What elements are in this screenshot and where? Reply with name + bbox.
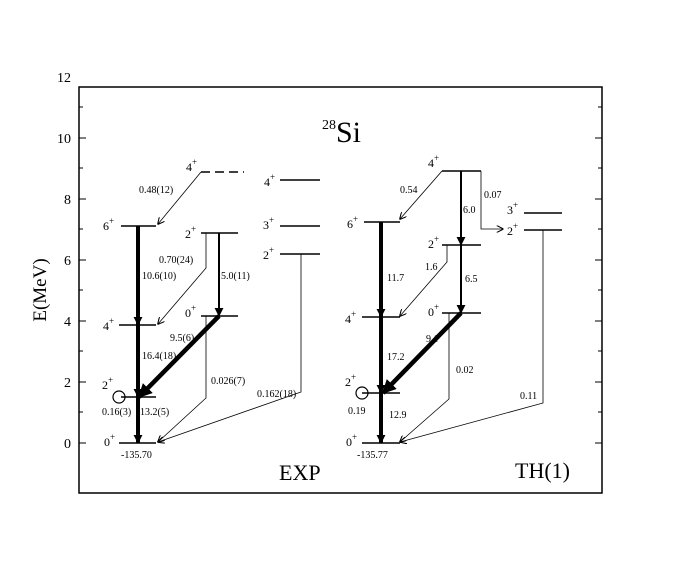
exp-transition-value: 0.16(3)	[102, 407, 131, 418]
th-transition-value: 0.54	[400, 185, 418, 196]
exp-spin-label: 2+	[263, 245, 274, 262]
th-transition-value: 0.02	[456, 365, 474, 376]
exp-spin-label: 3+	[263, 215, 274, 232]
th-transition-value: 12.9	[389, 410, 407, 421]
exp-transition-value: 0.70(24)	[159, 255, 193, 266]
th-spin-label: 0+	[428, 302, 439, 319]
th-transition-value: 6.5	[465, 274, 478, 285]
th-spin-label: 4+	[345, 309, 356, 326]
y-axis	[79, 106, 602, 444]
th-transition-value: 6.0	[463, 205, 476, 216]
exp-transition-value: 10.6(10)	[142, 271, 176, 282]
th-spin-label: 2+	[345, 372, 356, 389]
exp-quadrupole-circle	[112, 390, 126, 404]
exp-spin-label: 0+	[185, 303, 196, 320]
y-tick-12: 12	[57, 71, 71, 86]
th-spin-label: 6+	[347, 214, 358, 231]
th-ground-energy: -135.77	[357, 450, 388, 461]
nucleus-title: 28Si	[322, 116, 361, 149]
exp-spin-label: 6+	[103, 216, 114, 233]
th-transition-value: 0.19	[348, 406, 366, 417]
y-axis-label: E(MeV)	[30, 258, 51, 321]
exp-transition-arrows	[133, 171, 302, 444]
exp-spin-label: 2+	[102, 375, 113, 392]
exp-transition-value: 5.0(11)	[221, 271, 250, 282]
exp-spin-label: 4+	[103, 316, 114, 333]
y-tick-6: 6	[64, 254, 71, 269]
y-tick-2: 2	[64, 376, 71, 391]
exp-panel-label: EXP	[279, 460, 321, 485]
th-transition-value: 9.1	[426, 334, 439, 345]
exp-spin-label: 2+	[185, 224, 196, 241]
th-transition-arrows	[376, 170, 544, 443]
th-transition-value: 0.07	[484, 190, 502, 201]
exp-spin-label: 4+	[264, 172, 275, 189]
th-transition-value: 0.11	[520, 391, 537, 402]
y-tick-10: 10	[57, 132, 71, 147]
th-spin-label: 0+	[346, 432, 357, 449]
exp-transition-value: 16.4(18)	[142, 351, 176, 362]
y-tick-0: 0	[64, 437, 71, 452]
y-tick-4: 4	[64, 315, 71, 330]
exp-transition-value: 0.026(7)	[211, 376, 245, 387]
th-spin-label: 2+	[428, 234, 439, 251]
exp-transition-value: 9.5(6)	[170, 333, 194, 344]
th-transition-value: 17.2	[387, 352, 405, 363]
exp-ground-energy: -135.70	[121, 450, 152, 461]
exp-transition-value: 13.2(5)	[140, 407, 169, 418]
exp-transition-value: 0.48(12)	[139, 185, 173, 196]
th-spin-label: 2+	[507, 221, 518, 238]
th-panel-label: TH(1)	[515, 458, 570, 483]
th-spin-label: 3+	[507, 200, 518, 217]
exp-spin-label: 4+	[186, 157, 197, 174]
exp-transition-value: 0.162(18)	[257, 389, 296, 400]
th-transition-value: 1.6	[425, 262, 438, 273]
y-tick-8: 8	[64, 193, 71, 208]
th-quadrupole-circle	[355, 386, 369, 400]
th-spin-label: 4+	[428, 153, 439, 170]
th-transition-value: 11.7	[387, 273, 404, 284]
exp-spin-label: 0+	[104, 432, 115, 449]
